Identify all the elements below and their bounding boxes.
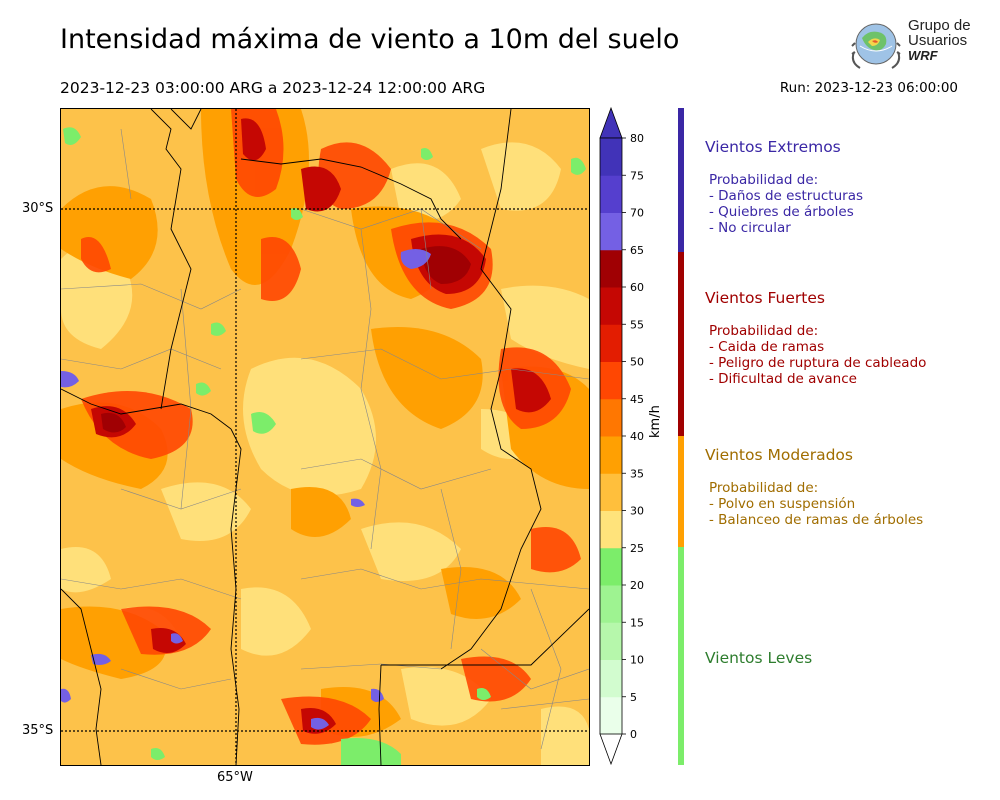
colorbar-tick-label: 75 — [630, 169, 644, 182]
colorbar-tick-label: 60 — [630, 281, 644, 294]
colorbar-cell — [600, 473, 622, 511]
colorbar-cell — [600, 361, 622, 400]
map-title: Intensidad máxima de viento a 10m del su… — [60, 24, 680, 55]
category-description-line: Probabilidad de: — [709, 323, 819, 339]
category-description: Probabilidad de: - Daños de estructuras - … — [709, 172, 863, 236]
colorbar-tick-label: 10 — [630, 654, 644, 667]
category-color-bar — [678, 108, 684, 252]
wind-category: Vientos Fuertes Probabilidad de: - Caida d… — [705, 289, 926, 387]
wind-map-canvas — [61, 109, 589, 765]
globe-logo-icon — [851, 23, 901, 69]
category-description-line: - Dificultad de avance — [709, 371, 857, 387]
logo-line-2: Usuarios — [908, 32, 968, 49]
category-title: Vientos Moderados — [705, 446, 853, 464]
colorbar-tick-label: 5 — [630, 691, 637, 704]
colorbar-tick-label: 30 — [630, 505, 644, 518]
wind-category: Vientos Extremos Probabilidad de: - Daños … — [705, 138, 863, 236]
wind-map — [60, 108, 590, 766]
colorbar-cell — [600, 436, 622, 474]
colorbar-cell — [600, 622, 622, 660]
category-description-line: - Polvo en suspensión — [709, 496, 856, 512]
colorbar-cell — [600, 249, 622, 288]
category-title: Vientos Extremos — [705, 138, 841, 156]
logo-line-1: Grupo de — [908, 17, 971, 34]
wind-category: Vientos Leves — [705, 649, 812, 667]
category-description: Probabilidad de: - Caida de ramas - Peligr… — [709, 323, 926, 387]
colorbar-cell — [600, 696, 622, 735]
forecast-period: 2023-12-23 03:00:00 ARG a 2023-12-24 12:… — [60, 79, 486, 97]
colorbar-cell — [600, 324, 622, 362]
category-description-line: Probabilidad de: — [709, 172, 819, 188]
colorbar-tick-label: 55 — [630, 318, 644, 331]
colorbar-tick-label: 25 — [630, 542, 644, 555]
category-color-bar — [678, 252, 684, 436]
colorbar-tick-label: 15 — [630, 616, 644, 629]
colorbar-tick-label: 80 — [630, 132, 644, 145]
category-description-line: - Daños de estructuras — [709, 188, 864, 204]
category-description-line: - No circular — [709, 220, 791, 236]
colorbar-tick-label: 65 — [630, 244, 644, 257]
colorbar-cell — [600, 175, 622, 213]
lat-label-30s: 30°S — [22, 201, 54, 216]
colorbar: 0 5 10 15 20 25 30 35 40 45 50 55 60 65 70 75 80 — [599, 106, 644, 766]
colorbar-units: km/h — [648, 405, 663, 438]
colorbar-extend-high — [599, 106, 623, 139]
colorbar-cell — [600, 585, 622, 623]
colorbar-cell — [600, 138, 622, 176]
category-description-line: Probabilidad de: — [709, 480, 819, 496]
colorbar-cell — [600, 659, 622, 698]
lon-label-65w: 65°W — [217, 770, 253, 785]
category-description-line: - Caida de ramas — [709, 339, 825, 355]
colorbar-cell — [600, 287, 622, 325]
colorbar-tick-label: 50 — [630, 356, 644, 369]
colorbar-tick-label: 35 — [630, 467, 644, 480]
category-title: Vientos Leves — [705, 649, 813, 667]
colorbar-cell — [600, 212, 622, 251]
category-color-bar — [678, 436, 684, 547]
colorbar-cell — [600, 547, 622, 586]
colorbar-extend-low — [599, 733, 623, 766]
category-description: Probabilidad de: - Polvo en suspensión - B… — [709, 480, 923, 528]
category-description-line: - Quiebres de árboles — [709, 204, 854, 220]
colorbar-cell — [600, 510, 622, 549]
colorbar-tick-label: 70 — [630, 207, 644, 220]
colorbar-cell — [600, 398, 622, 437]
colorbar-tick-label: 40 — [630, 430, 644, 443]
wrf-users-logo: Grupo de Usuarios WRF — [848, 16, 973, 72]
colorbar-tick-label: 0 — [630, 728, 637, 741]
colorbar-tick-label: 20 — [630, 579, 644, 592]
colorbar-tick-label: 45 — [630, 393, 644, 406]
lat-label-35s: 35°S — [22, 723, 54, 738]
category-title: Vientos Fuertes — [705, 289, 825, 307]
category-description-line: - Peligro de ruptura de cableado — [709, 355, 927, 371]
category-color-bar — [678, 547, 684, 765]
logo-line-3: WRF — [908, 48, 938, 63]
run-time: Run: 2023-12-23 06:00:00 — [779, 80, 958, 96]
wind-category: Vientos Moderados Probabilidad de: - Polvo… — [705, 446, 923, 528]
category-description-line: - Balanceo de ramas de árboles — [709, 512, 924, 528]
